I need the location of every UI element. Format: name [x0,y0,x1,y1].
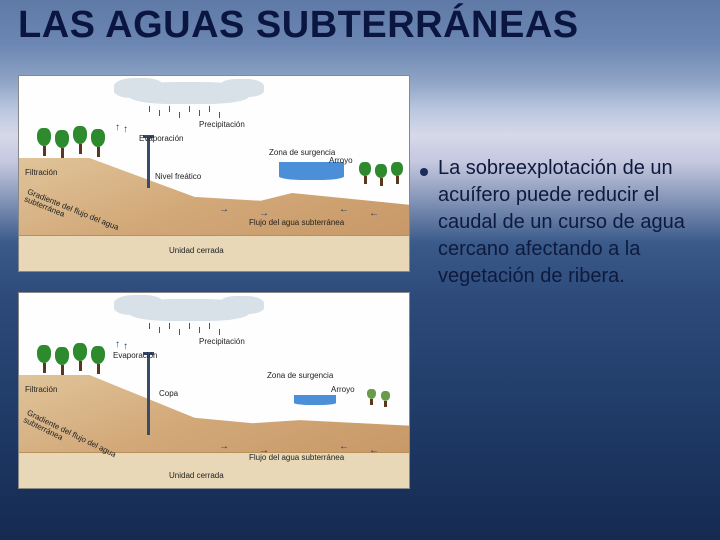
cloud [219,79,264,97]
tree-icon [55,347,69,488]
tree-icon [391,162,403,271]
page-title: LAS AGUAS SUBTERRÁNEAS [18,4,579,47]
rain-drop [169,323,170,329]
body-paragraph: La sobreexplotación de un acuífero puede… [438,155,693,290]
rain-drop [159,110,160,116]
well [147,355,150,435]
label-precipitacion: Precipitación [199,120,245,129]
label-nivel: Nivel freático [155,172,201,181]
tree-icon [91,129,105,271]
cloud [114,295,164,315]
tree-icon [91,346,105,488]
flow-arrow: → [219,204,229,215]
label-flujo: Flujo del agua subterránea [249,453,344,462]
label-arroyo: Arroyo [329,156,353,165]
evaporation-arrow: ↑ [115,122,120,133]
slide: LAS AGUAS SUBTERRÁNEAS La sobreexplotaci… [0,0,720,540]
rain-drop [149,323,150,329]
label-copa: Copa [159,389,178,398]
evaporation-arrow: ↑ [115,339,120,350]
label-precipitacion: Precipitación [199,337,245,346]
rain-drop [179,112,180,118]
flow-arrow: ← [339,204,349,215]
label-evaporacion: Evaporación [139,134,183,143]
label-filtracion: Filtración [25,168,57,177]
label-unidad: Unidad cerrada [169,471,224,480]
tree-icon [367,389,376,488]
rain-drop [189,323,190,329]
tree-icon [73,126,87,271]
bullet-marker [420,168,428,176]
tree-icon [73,343,87,488]
flow-arrow: ← [369,445,379,456]
cloud [219,296,264,314]
rain-drop [179,329,180,335]
label-zona-surgencia: Zona de surgencia [269,148,335,157]
rain-drop [209,106,210,112]
rain-drop [169,106,170,112]
rain-drop [189,106,190,112]
label-zona-surgencia: Zona de surgencia [267,371,333,380]
rain-drop [199,110,200,116]
well [147,138,150,188]
label-unidad: Unidad cerrada [169,246,224,255]
label-evaporacion: Evaporación [113,351,157,360]
flow-arrow: → [219,441,229,452]
flow-arrow: ← [369,208,379,219]
rain-drop [159,327,160,333]
label-arroyo: Arroyo [331,385,355,394]
rain-drop [209,323,210,329]
rain-drop [219,329,220,335]
label-filtracion: Filtración [25,385,57,394]
diagram-aquifer-natural: ↑ ↑ → → ← ← Precipitación Evaporación Fi… [18,75,410,272]
rain-drop [199,327,200,333]
rain-drop [149,106,150,112]
stream [294,395,336,405]
cloud [114,78,164,98]
rain-drop [219,112,220,118]
tree-icon [381,391,390,488]
label-flujo: Flujo del agua subterránea [249,218,344,227]
diagram-aquifer-overexploited: ↑ ↑ → → ← ← Precipitación Evaporación Fi… [18,292,410,489]
flow-arrow: ← [339,441,349,452]
evaporation-arrow: ↑ [123,124,128,135]
